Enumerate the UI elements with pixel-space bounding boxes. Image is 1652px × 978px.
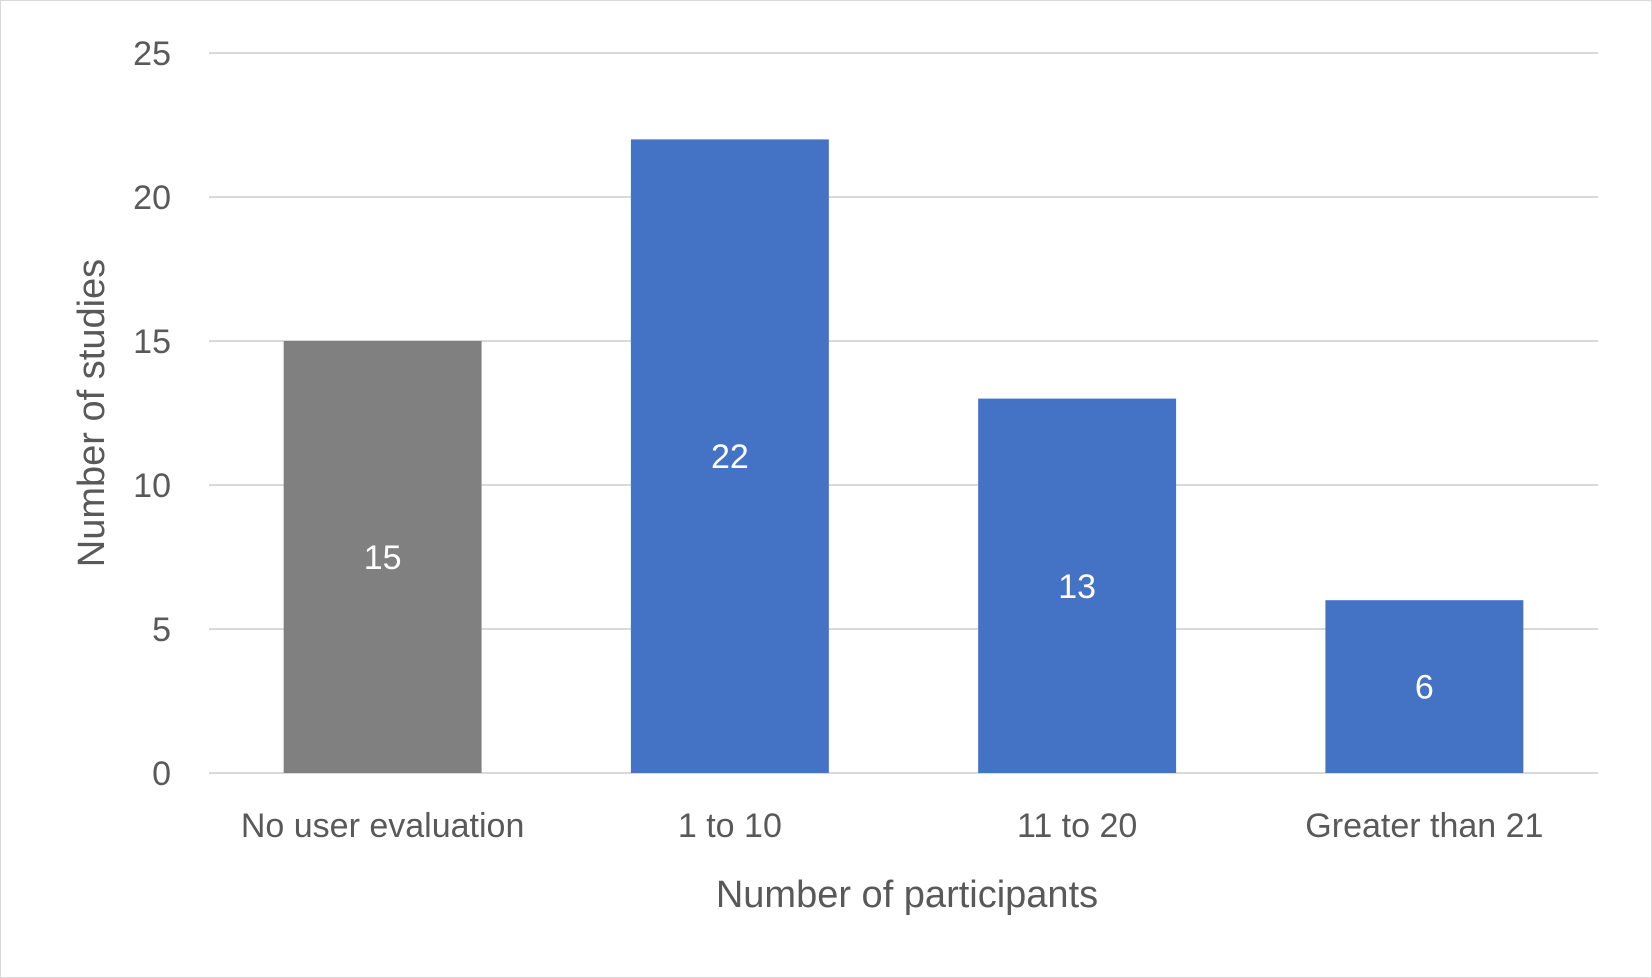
x-category-label-3: 11 to 20 bbox=[1017, 807, 1137, 845]
y-tick-label: 25 bbox=[133, 35, 171, 73]
y-tick-label: 20 bbox=[133, 179, 171, 217]
y-tick-label: 0 bbox=[152, 755, 171, 793]
data-label-1: 15 bbox=[364, 539, 402, 577]
data-labels: 15 22 13 6 bbox=[364, 438, 1434, 706]
x-category-label-4: Greater than 21 bbox=[1305, 807, 1543, 845]
x-category-label-2: 1 to 10 bbox=[678, 807, 782, 845]
y-axis-title: Number of studies bbox=[71, 259, 113, 567]
data-label-3: 13 bbox=[1058, 568, 1096, 606]
y-tick-label: 5 bbox=[152, 611, 171, 649]
x-category-label-1: No user evaluation bbox=[241, 807, 525, 845]
y-tick-label: 10 bbox=[133, 467, 171, 505]
data-label-2: 22 bbox=[711, 438, 749, 476]
data-label-4: 6 bbox=[1415, 669, 1434, 707]
x-axis-title: Number of participants bbox=[716, 874, 1098, 916]
y-tick-label: 15 bbox=[133, 323, 171, 361]
x-axis-categories: No user evaluation 1 to 10 11 to 20 Greater… bbox=[241, 807, 1544, 845]
y-axis-ticks: 0 5 10 15 20 25 bbox=[133, 35, 171, 793]
bars bbox=[284, 139, 1524, 773]
